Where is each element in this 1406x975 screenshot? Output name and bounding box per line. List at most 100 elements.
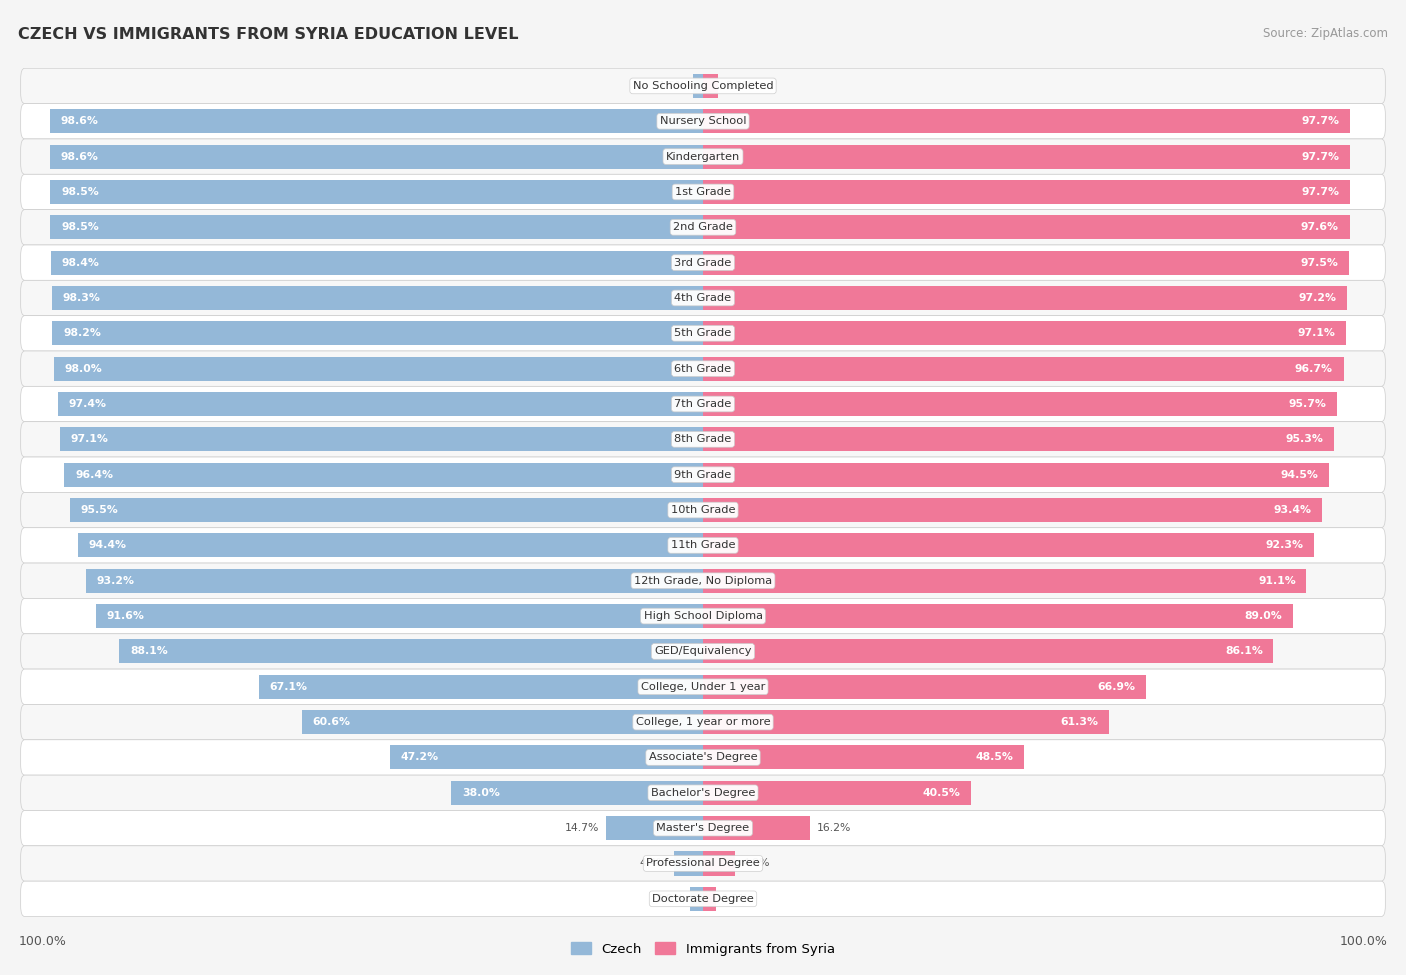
Text: 98.5%: 98.5% (60, 222, 98, 232)
Bar (703, 816, 810, 840)
Bar (52, 322, 703, 345)
Bar (58, 392, 703, 416)
Text: Master's Degree: Master's Degree (657, 823, 749, 834)
Bar (606, 816, 703, 840)
Text: 89.0%: 89.0% (1244, 611, 1282, 621)
Text: 94.5%: 94.5% (1281, 470, 1319, 480)
Bar (51, 215, 703, 239)
Bar (51, 180, 703, 204)
FancyBboxPatch shape (21, 281, 1385, 316)
Bar (53, 357, 703, 380)
Text: 3rd Grade: 3rd Grade (675, 257, 731, 268)
Text: 95.5%: 95.5% (82, 505, 118, 515)
Bar (703, 392, 1337, 416)
Text: 97.1%: 97.1% (1298, 329, 1336, 338)
FancyBboxPatch shape (21, 564, 1385, 599)
Bar (693, 74, 703, 98)
Text: 97.5%: 97.5% (1301, 257, 1339, 268)
Text: CZECH VS IMMIGRANTS FROM SYRIA EDUCATION LEVEL: CZECH VS IMMIGRANTS FROM SYRIA EDUCATION… (18, 27, 519, 42)
Text: 47.2%: 47.2% (401, 753, 439, 762)
Text: 95.3%: 95.3% (1286, 434, 1323, 445)
Text: 61.3%: 61.3% (1060, 717, 1098, 727)
Bar (60, 427, 703, 451)
Text: 100.0%: 100.0% (1340, 935, 1388, 948)
Text: 66.9%: 66.9% (1098, 682, 1136, 692)
Text: 8th Grade: 8th Grade (675, 434, 731, 445)
Bar (703, 498, 1322, 522)
Bar (120, 640, 703, 663)
FancyBboxPatch shape (21, 316, 1385, 351)
Text: 93.2%: 93.2% (96, 575, 134, 586)
Bar (77, 533, 703, 558)
Bar (51, 251, 703, 275)
Bar (703, 251, 1348, 275)
Text: 96.7%: 96.7% (1295, 364, 1333, 373)
Text: 93.4%: 93.4% (1272, 505, 1312, 515)
Bar (703, 215, 1350, 239)
Text: 7th Grade: 7th Grade (675, 399, 731, 410)
Bar (703, 533, 1315, 558)
Text: No Schooling Completed: No Schooling Completed (633, 81, 773, 91)
FancyBboxPatch shape (21, 421, 1385, 457)
Text: 40.5%: 40.5% (922, 788, 960, 798)
Text: 98.0%: 98.0% (65, 364, 103, 373)
FancyBboxPatch shape (21, 704, 1385, 740)
Bar (703, 851, 735, 876)
Text: 91.1%: 91.1% (1258, 575, 1296, 586)
Bar (259, 675, 703, 699)
Text: 98.6%: 98.6% (60, 151, 98, 162)
FancyBboxPatch shape (21, 527, 1385, 564)
Bar (703, 286, 1347, 310)
Text: 97.6%: 97.6% (1301, 222, 1339, 232)
Text: 97.7%: 97.7% (1302, 116, 1340, 127)
Text: 4th Grade: 4th Grade (675, 292, 731, 303)
Text: 1st Grade: 1st Grade (675, 187, 731, 197)
FancyBboxPatch shape (21, 138, 1385, 175)
Bar (703, 74, 718, 98)
Text: 97.1%: 97.1% (70, 434, 108, 445)
FancyBboxPatch shape (21, 599, 1385, 634)
FancyBboxPatch shape (21, 634, 1385, 669)
Text: Associate's Degree: Associate's Degree (648, 753, 758, 762)
Text: Source: ZipAtlas.com: Source: ZipAtlas.com (1263, 27, 1388, 40)
Bar (86, 568, 703, 593)
Bar (703, 640, 1274, 663)
Bar (690, 887, 703, 911)
Bar (49, 144, 703, 169)
Text: 98.5%: 98.5% (60, 187, 98, 197)
Text: Kindergarten: Kindergarten (666, 151, 740, 162)
Bar (52, 286, 703, 310)
Legend: Czech, Immigrants from Syria: Czech, Immigrants from Syria (567, 937, 839, 960)
Text: 1.5%: 1.5% (659, 81, 686, 91)
Text: 97.4%: 97.4% (69, 399, 107, 410)
Text: 94.4%: 94.4% (89, 540, 127, 551)
Bar (703, 109, 1350, 134)
FancyBboxPatch shape (21, 846, 1385, 881)
Bar (703, 746, 1025, 769)
FancyBboxPatch shape (21, 103, 1385, 138)
FancyBboxPatch shape (21, 68, 1385, 103)
Text: 96.4%: 96.4% (75, 470, 112, 480)
Bar (49, 109, 703, 134)
Text: 98.2%: 98.2% (63, 329, 101, 338)
Text: College, 1 year or more: College, 1 year or more (636, 717, 770, 727)
Bar (391, 746, 703, 769)
FancyBboxPatch shape (21, 210, 1385, 245)
Text: 97.7%: 97.7% (1302, 151, 1340, 162)
Text: Nursery School: Nursery School (659, 116, 747, 127)
Bar (703, 180, 1350, 204)
Text: 2.3%: 2.3% (725, 81, 752, 91)
Bar (703, 427, 1334, 451)
Text: 67.1%: 67.1% (269, 682, 307, 692)
Text: Bachelor's Degree: Bachelor's Degree (651, 788, 755, 798)
Bar (703, 675, 1146, 699)
Bar (451, 781, 703, 804)
Text: 98.4%: 98.4% (62, 257, 100, 268)
Text: 1.9%: 1.9% (723, 894, 749, 904)
Text: 16.2%: 16.2% (817, 823, 851, 834)
FancyBboxPatch shape (21, 740, 1385, 775)
Text: 2nd Grade: 2nd Grade (673, 222, 733, 232)
FancyBboxPatch shape (21, 492, 1385, 527)
Text: 12th Grade, No Diploma: 12th Grade, No Diploma (634, 575, 772, 586)
Bar (703, 144, 1350, 169)
